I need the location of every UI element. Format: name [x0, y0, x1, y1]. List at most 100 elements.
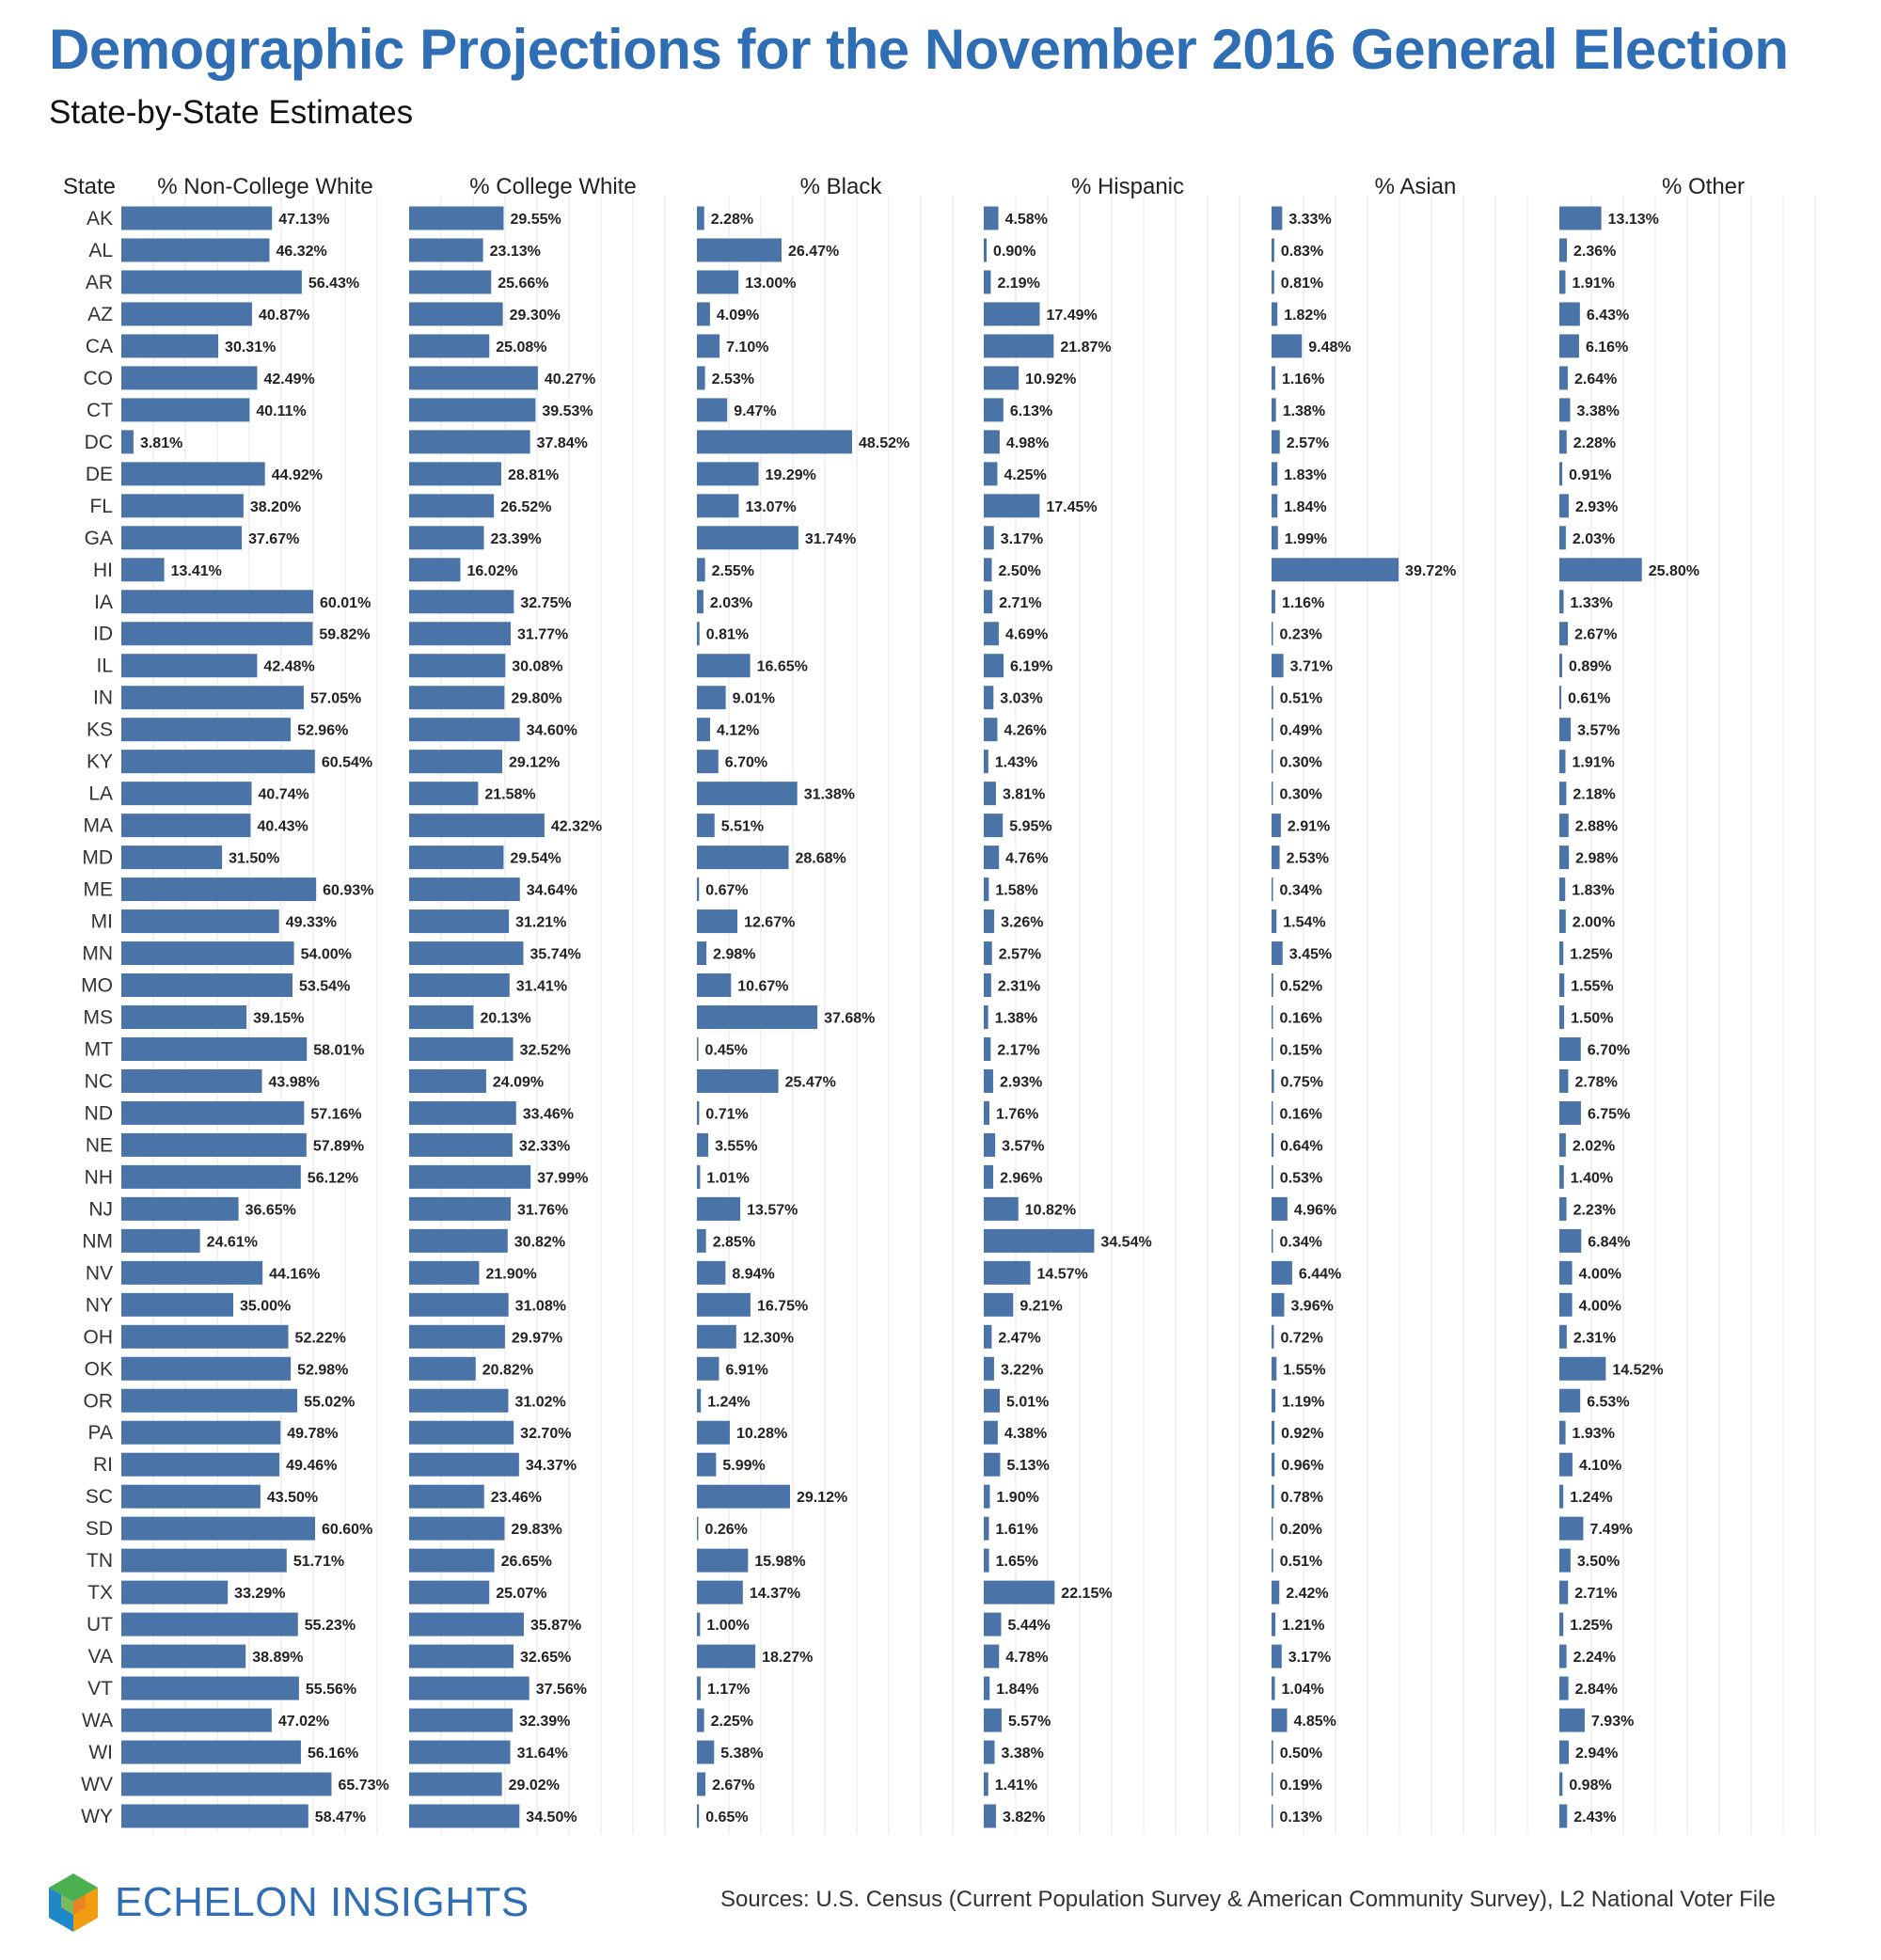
state-label: WY	[81, 1806, 113, 1827]
data-label-non-college-white: 46.32%	[276, 244, 326, 260]
bar-other	[1559, 1228, 1582, 1253]
data-label-other: 1.83%	[1572, 883, 1614, 899]
bar-asian	[1272, 1740, 1273, 1764]
bar-non-college-white	[121, 1772, 332, 1796]
bar-hispanic	[984, 941, 992, 966]
data-label-non-college-white: 52.22%	[295, 1330, 346, 1346]
bar-black	[697, 973, 732, 998]
bar-non-college-white	[121, 430, 134, 454]
bar-asian	[1272, 1100, 1273, 1125]
bar-hispanic	[984, 558, 992, 582]
bar-hispanic	[984, 1772, 988, 1796]
bar-asian	[1272, 366, 1275, 390]
bar-black	[697, 1068, 779, 1093]
bar-non-college-white	[121, 1100, 305, 1125]
bar-asian	[1272, 1164, 1273, 1189]
bar-black	[697, 654, 751, 678]
data-label-black: 0.45%	[705, 1042, 748, 1058]
bar-hispanic	[984, 1132, 996, 1157]
bar-other	[1559, 941, 1564, 966]
bar-college-white	[409, 750, 503, 774]
bar-non-college-white	[121, 590, 314, 614]
data-label-black: 16.75%	[757, 1298, 808, 1314]
data-label-black: 14.37%	[750, 1586, 800, 1602]
data-label-other: 2.67%	[1574, 627, 1617, 643]
state-label: AK	[87, 208, 113, 229]
data-label-hispanic: 2.47%	[998, 1330, 1040, 1346]
bar-hispanic	[984, 654, 1004, 678]
data-label-college-white: 26.52%	[500, 499, 551, 515]
data-label-asian: 3.45%	[1289, 947, 1332, 963]
bar-hispanic	[984, 750, 988, 774]
bar-black	[697, 1356, 719, 1381]
data-label-college-white: 20.13%	[480, 1011, 530, 1027]
bar-college-white	[409, 654, 506, 678]
bar-other	[1559, 750, 1566, 774]
data-label-non-college-white: 42.48%	[263, 659, 314, 675]
bar-asian	[1272, 877, 1273, 902]
bar-asian	[1272, 206, 1283, 230]
data-label-college-white: 31.76%	[517, 1202, 568, 1218]
bar-asian	[1272, 909, 1277, 934]
state-label: DE	[86, 464, 113, 485]
data-label-asian: 1.82%	[1284, 308, 1326, 324]
data-label-asian: 0.83%	[1281, 244, 1323, 260]
data-label-college-white: 29.30%	[510, 308, 561, 324]
data-label-college-white: 34.60%	[527, 723, 577, 739]
data-label-college-white: 24.09%	[493, 1074, 544, 1090]
data-label-non-college-white: 40.43%	[257, 819, 308, 835]
data-label-other: 2.88%	[1575, 819, 1618, 835]
bar-non-college-white	[121, 1420, 281, 1445]
data-label-asian: 3.96%	[1290, 1298, 1333, 1314]
data-label-hispanic: 4.78%	[1005, 1650, 1048, 1666]
data-label-black: 0.67%	[705, 883, 748, 899]
data-label-hispanic: 1.65%	[996, 1554, 1038, 1570]
bar-black	[697, 1644, 756, 1668]
bar-asian	[1272, 494, 1278, 518]
bar-non-college-white	[121, 334, 219, 358]
bar-college-white	[409, 1420, 514, 1445]
bar-college-white	[409, 1612, 524, 1636]
data-label-non-college-white: 39.15%	[253, 1011, 304, 1027]
bar-hispanic	[984, 526, 994, 550]
data-label-college-white: 30.82%	[514, 1234, 565, 1250]
bar-other	[1559, 622, 1569, 646]
bar-black	[697, 462, 759, 486]
data-label-hispanic: 10.82%	[1025, 1202, 1076, 1218]
data-label-non-college-white: 59.82%	[319, 627, 370, 643]
data-label-other: 2.94%	[1575, 1746, 1618, 1762]
bar-hispanic	[984, 366, 1020, 390]
data-label-hispanic: 2.17%	[997, 1042, 1039, 1058]
bar-other	[1559, 206, 1602, 230]
state-label: MI	[91, 911, 113, 933]
data-label-college-white: 32.70%	[520, 1426, 571, 1442]
bar-other	[1559, 1484, 1564, 1509]
state-label: NJ	[88, 1198, 113, 1220]
data-label-hispanic: 2.96%	[1000, 1170, 1042, 1186]
data-label-hispanic: 2.50%	[999, 563, 1041, 579]
bar-hispanic	[984, 973, 991, 998]
data-label-non-college-white: 40.11%	[256, 403, 306, 419]
bar-college-white	[409, 846, 504, 870]
bar-other	[1559, 302, 1580, 326]
bar-non-college-white	[121, 462, 265, 486]
bar-college-white	[409, 1804, 520, 1828]
bar-other	[1559, 1388, 1581, 1413]
bar-asian	[1272, 462, 1278, 486]
bar-other	[1559, 1196, 1567, 1221]
bar-asian	[1272, 622, 1273, 646]
state-label: PA	[88, 1422, 113, 1444]
bar-other	[1559, 494, 1569, 518]
data-label-hispanic: 1.38%	[995, 1011, 1037, 1027]
data-label-hispanic: 4.26%	[1004, 723, 1046, 739]
bar-black	[697, 941, 707, 966]
data-label-asian: 3.17%	[1288, 1650, 1331, 1666]
data-label-non-college-white: 56.16%	[308, 1746, 358, 1762]
data-label-asian: 0.96%	[1281, 1458, 1323, 1474]
bar-asian	[1272, 238, 1274, 262]
data-label-other: 6.75%	[1588, 1106, 1630, 1122]
data-label-non-college-white: 42.49%	[263, 371, 314, 387]
bar-black	[697, 1676, 701, 1700]
data-label-asian: 9.48%	[1308, 340, 1351, 356]
bar-black	[697, 718, 711, 742]
